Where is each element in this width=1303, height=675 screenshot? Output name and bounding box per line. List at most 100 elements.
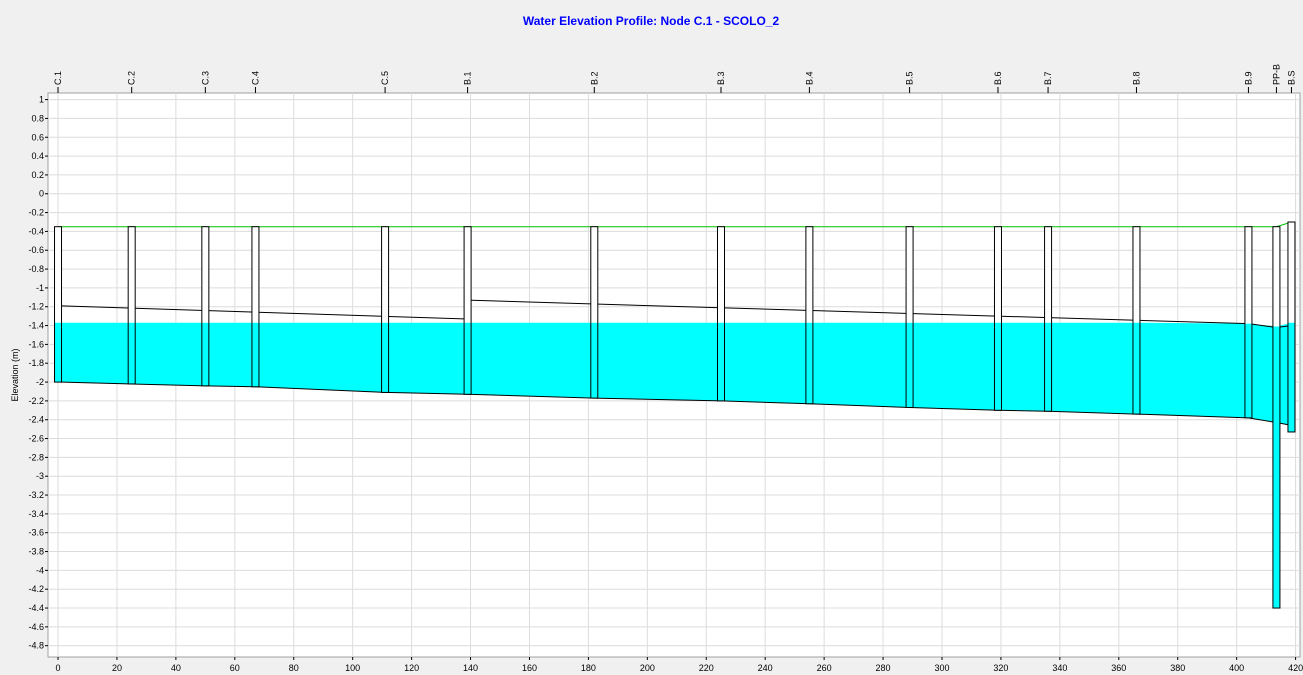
- y-tick-label: -4.4: [28, 603, 44, 613]
- x-tick-label: 380: [1170, 663, 1185, 673]
- y-tick-label: 0.2: [31, 170, 44, 180]
- ground-line: [58, 221, 1292, 228]
- node-label: B.6: [993, 71, 1003, 85]
- node-water: [717, 322, 725, 401]
- node: [994, 226, 1002, 411]
- y-tick-label: 1: [39, 95, 44, 105]
- conduit-invert-line: [58, 381, 1292, 426]
- water-area: [1248, 323, 1277, 423]
- x-tick-label: 140: [463, 663, 478, 673]
- node-label: C.1: [53, 71, 63, 85]
- water-area: [594, 322, 721, 401]
- node-outline: [127, 226, 136, 385]
- node: [590, 226, 598, 399]
- node-water: [1132, 322, 1140, 415]
- x-tick-label: 200: [640, 663, 655, 673]
- node-label: C.4: [250, 71, 260, 85]
- node-outline: [54, 226, 63, 383]
- y-tick-label: 0: [39, 189, 44, 199]
- x-tick-label: 300: [934, 663, 949, 673]
- node-outline: [590, 226, 599, 399]
- node-outline: [1244, 226, 1253, 419]
- y-tick-label: -3.2: [28, 490, 44, 500]
- node: [251, 226, 259, 387]
- node-label: B.3: [716, 71, 726, 85]
- node-outline: [1272, 226, 1281, 609]
- y-tick-label: -1.8: [28, 358, 44, 368]
- y-tick-label: -1.6: [28, 339, 44, 349]
- node-label: PP-B: [1271, 64, 1281, 85]
- node-outline: [201, 226, 210, 387]
- node: [1044, 226, 1052, 412]
- node-label: B.9: [1243, 71, 1253, 85]
- node-outline: [1044, 226, 1053, 412]
- node-water: [590, 322, 598, 399]
- node-outline: [381, 226, 390, 393]
- node-water: [54, 322, 62, 383]
- node-water: [128, 322, 136, 384]
- conduit-crown-line: [58, 305, 468, 320]
- y-tick-label: -4.8: [28, 641, 44, 651]
- y-axis-label: Elevation (m): [10, 348, 20, 401]
- x-tick-label: 60: [230, 663, 240, 673]
- node-water: [251, 322, 259, 387]
- node: [54, 226, 62, 383]
- y-tick-label: 0.6: [31, 132, 44, 142]
- x-tick-label: 260: [817, 663, 832, 673]
- node-label: B.4: [804, 71, 814, 85]
- node-label: C.5: [380, 71, 390, 85]
- node: [717, 226, 725, 401]
- water-area: [385, 322, 468, 395]
- y-tick-label: -4: [36, 565, 44, 575]
- node-label: B.2: [589, 71, 599, 85]
- y-tick-label: -3.8: [28, 547, 44, 557]
- node: [1244, 226, 1252, 418]
- x-tick-label: 360: [1111, 663, 1126, 673]
- node-outline: [905, 226, 914, 408]
- y-tick-label: -3.6: [28, 528, 44, 538]
- node: [201, 226, 209, 386]
- water-area: [255, 322, 386, 393]
- water-area: [1136, 322, 1249, 418]
- x-tick-label: 180: [581, 663, 596, 673]
- node-water: [906, 322, 914, 408]
- node: [464, 226, 472, 395]
- y-tick-label: -3.4: [28, 509, 44, 519]
- y-tick-label: -4.6: [28, 622, 44, 632]
- node-water: [464, 322, 472, 395]
- node-outline: [993, 226, 1002, 411]
- y-tick-label: -2.4: [28, 415, 44, 425]
- node-water: [805, 322, 813, 404]
- x-tick-label: 0: [56, 663, 61, 673]
- x-tick-label: 100: [345, 663, 360, 673]
- node-outline: [805, 226, 814, 405]
- y-tick-label: -1.2: [28, 302, 44, 312]
- node: [1132, 226, 1140, 415]
- node-label: C.3: [200, 71, 210, 85]
- x-tick-label: 240: [758, 663, 773, 673]
- node-label: B.8: [1131, 71, 1141, 85]
- node: [805, 226, 813, 404]
- y-tick-label: -2.2: [28, 396, 44, 406]
- x-tick-label: 320: [993, 663, 1008, 673]
- y-tick-label: -0.2: [28, 208, 44, 218]
- conduit-crown-line: [467, 299, 1292, 328]
- water-area: [720, 322, 810, 404]
- water-area: [467, 322, 595, 399]
- y-tick-label: 0.8: [31, 113, 44, 123]
- y-tick-label: -2.8: [28, 452, 44, 462]
- water-area: [909, 322, 998, 411]
- node-outline: [1287, 221, 1296, 433]
- x-tick-label: 120: [404, 663, 419, 673]
- y-tick-label: -0.4: [28, 226, 44, 236]
- node-outline: [1132, 226, 1141, 415]
- x-tick-label: 80: [289, 663, 299, 673]
- node: [906, 226, 914, 408]
- y-tick-label: -1.4: [28, 321, 44, 331]
- node-water: [1272, 326, 1280, 609]
- y-tick-label: -3: [36, 471, 44, 481]
- node-water: [1244, 323, 1252, 418]
- water-area: [809, 322, 910, 408]
- y-tick-label: -1: [36, 283, 44, 293]
